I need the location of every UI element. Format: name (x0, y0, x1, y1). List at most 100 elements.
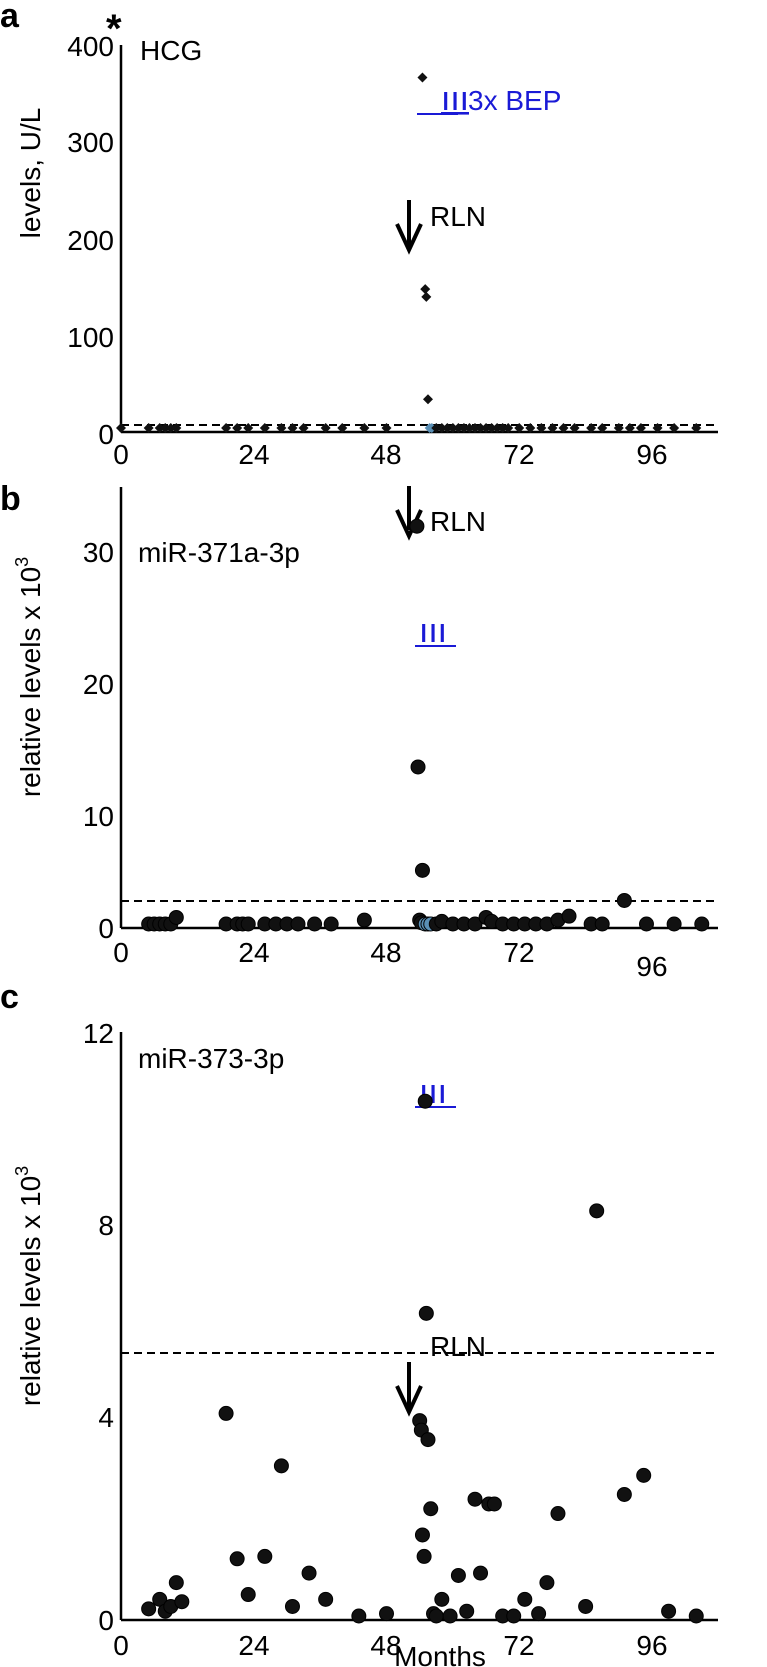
shared-x-axis-label: Months (394, 1641, 486, 1667)
panel-c-mir373: c miR-373-3p relative levels x 103 12 8 … (0, 978, 718, 1667)
panel-a-point-18 (420, 284, 431, 295)
panel-c-point-9 (257, 1548, 273, 1564)
panel-c-point-39 (550, 1506, 566, 1522)
panel-a-point-3 (160, 423, 171, 433)
panel-c-point-14 (351, 1608, 367, 1624)
panel-a-point-50 (691, 423, 702, 433)
panel-label-a: a (0, 0, 20, 35)
panel-b-xtick-72: 72 (503, 937, 534, 968)
panel-a-point-29 (464, 423, 475, 433)
panel-b-point-43 (666, 916, 682, 932)
panel-c-xtick-72: 72 (503, 1630, 534, 1661)
panel-c-ytick-0: 0 (98, 1605, 114, 1636)
panel-c-point-11 (284, 1598, 300, 1614)
panel-a-point-11 (287, 423, 298, 433)
panel-c-point-29 (459, 1603, 475, 1619)
panel-c-point-33 (486, 1496, 502, 1512)
panel-a-point-2 (154, 423, 165, 433)
panel-b-point-9 (240, 916, 256, 932)
panel-a-point-33 (486, 423, 497, 433)
panel-b-ytick-0: 0 (98, 913, 114, 944)
panel-b-point-17 (409, 518, 425, 534)
panel-c-point-26 (434, 1591, 450, 1607)
panel-b-point-14 (307, 916, 323, 932)
panel-b-mir371: b miR-371a-3p relative levels x 103 30 2… (0, 480, 718, 982)
panel-a-point-49 (669, 423, 680, 433)
panel-c-ytick-12: 12 (83, 1018, 114, 1049)
panel-c-point-4 (168, 1575, 184, 1591)
panel-b-rln-label: RLN (430, 506, 486, 537)
panel-c-point-36 (517, 1591, 533, 1607)
panel-c-point-21 (418, 1305, 434, 1321)
panel-a-ytick-100: 100 (67, 322, 114, 353)
panel-c-point-28 (450, 1567, 466, 1583)
panel-c-point-25 (428, 1608, 444, 1624)
panel-b-treatment-marker: III (415, 618, 456, 648)
panel-c-point-13 (318, 1591, 334, 1607)
panel-c-point-7 (229, 1551, 245, 1567)
panel-c-point-40 (578, 1598, 594, 1614)
panel-b-xtick-48: 48 (370, 937, 401, 968)
panel-c-point-31 (473, 1565, 489, 1581)
panel-b-point-38 (561, 908, 577, 924)
panel-a-ylabel: levels, U/L (15, 108, 46, 239)
panel-a-point-6 (221, 423, 232, 433)
significance-star: * (106, 7, 122, 51)
panel-b-point-5 (168, 909, 184, 925)
panel-b-point-29 (467, 916, 483, 932)
panel-a-rln-label: RLN (430, 201, 486, 232)
panel-a-treatment-label: 3x BEP (468, 85, 561, 116)
panel-a-xtick-48: 48 (370, 439, 401, 470)
panel-c-point-42 (616, 1486, 632, 1502)
panel-b-xtick-0: 0 (113, 937, 129, 968)
panel-b-rln-arrow: RLN (395, 486, 486, 541)
panel-c-point-38 (539, 1575, 555, 1591)
panel-a-point-10 (276, 423, 287, 433)
panel-b-ylabel: relative levels x 103 (12, 557, 46, 797)
panel-c-point-37 (531, 1606, 547, 1622)
panel-c-point-6 (218, 1405, 234, 1421)
panel-b-point-44 (694, 916, 710, 932)
panel-a-point-42 (569, 423, 580, 433)
panel-b-point-16 (356, 912, 372, 928)
panel-a-point-8 (243, 423, 254, 433)
panel-b-treatment-symbol: III (419, 618, 447, 648)
panel-b-point-15 (323, 916, 339, 932)
panel-a-ytick-200: 200 (67, 225, 114, 256)
panel-a-point-36 (503, 423, 514, 433)
panel-a-point-45 (613, 423, 624, 433)
panel-b-title: miR-371a-3p (138, 537, 300, 568)
panel-c-point-0 (141, 1601, 157, 1617)
panel-a-hcg: a * HCG levels, U/L 400 300 200 100 0 0 … (0, 0, 718, 470)
panel-b-data-points (141, 518, 710, 932)
panel-b-xtick-24: 24 (238, 937, 269, 968)
panel-b-point-40 (594, 916, 610, 932)
panel-a-ytick-300: 300 (67, 127, 114, 158)
panel-c-point-10 (273, 1458, 289, 1474)
panel-b-point-19 (414, 862, 430, 878)
panel-a-rln-arrow: RLN (395, 200, 486, 255)
panel-a-point-48 (652, 423, 663, 433)
panel-a-treatment-symbol: III (441, 86, 469, 116)
panel-label-b: b (0, 480, 21, 518)
panel-a-point-1 (143, 423, 154, 433)
panel-a-point-0 (116, 423, 126, 433)
panel-c-point-23 (423, 1501, 439, 1517)
panel-a-point-35 (497, 423, 508, 433)
panel-a-point-32 (481, 423, 492, 433)
panel-a-point-15 (359, 423, 370, 433)
panel-a-point-24 (436, 423, 447, 433)
panel-a-point-43 (586, 423, 597, 433)
panel-a-point-37 (514, 423, 525, 433)
panel-a-point-38 (525, 423, 536, 433)
panel-a-point-44 (597, 423, 608, 433)
panel-c-rln-label: RLN (430, 1331, 486, 1362)
panel-c-point-8 (240, 1587, 256, 1603)
panel-a-title: HCG (140, 35, 202, 66)
panel-a-point-23 (431, 423, 442, 433)
panel-a-xtick-0: 0 (113, 439, 129, 470)
panel-c-xtick-96: 96 (636, 1630, 667, 1661)
panel-c-point-30 (467, 1491, 483, 1507)
panel-a-point-7 (232, 423, 243, 433)
panel-a-point-34 (492, 423, 503, 433)
